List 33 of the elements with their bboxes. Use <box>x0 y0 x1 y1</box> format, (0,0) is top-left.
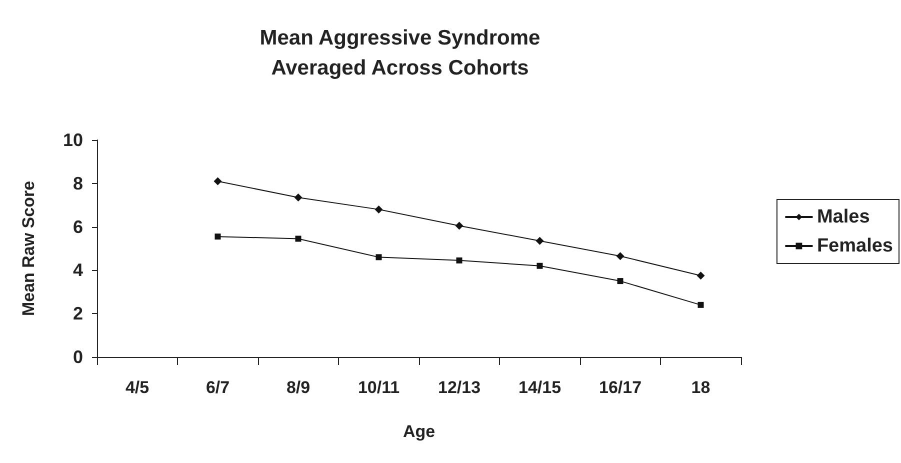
chart-title: Mean Aggressive Syndrome Averaged Across Cohorts <box>260 26 540 80</box>
point <box>214 234 221 240</box>
x-tick-label: 10/11 <box>358 378 400 397</box>
y-tick-label: 2 <box>72 304 83 324</box>
point <box>696 272 705 280</box>
point <box>698 302 704 308</box>
legend-label: Females <box>816 236 893 256</box>
point <box>456 257 462 264</box>
point <box>617 278 624 284</box>
point <box>294 194 302 202</box>
point <box>214 177 222 186</box>
x-tick-label: 16/17 <box>598 378 642 397</box>
x-axis-title: Age <box>402 422 436 441</box>
x-tick-label: 8/9 <box>286 378 310 397</box>
y-tick-label: 8 <box>72 173 83 194</box>
x-tick-label: 14/15 <box>518 378 562 397</box>
x-tick-label: 4/5 <box>125 378 150 397</box>
y-tick-label: 6 <box>72 216 83 237</box>
legend-label: Males <box>816 206 870 228</box>
y-tick-label: 10 <box>62 130 83 150</box>
x-tick-label: 18 <box>691 378 710 397</box>
point <box>536 236 544 245</box>
x-tick-label: 12/13 <box>438 378 481 397</box>
x-tick-label: 6/7 <box>206 378 230 397</box>
y-tick-label: 4 <box>72 260 83 280</box>
point <box>374 205 383 214</box>
point <box>376 254 382 260</box>
y-tick-label: 0 <box>72 347 83 367</box>
point <box>295 236 302 242</box>
y-axis-title: Mean Raw Score <box>19 180 38 316</box>
point <box>616 252 624 260</box>
point <box>536 262 543 269</box>
point <box>455 222 464 230</box>
